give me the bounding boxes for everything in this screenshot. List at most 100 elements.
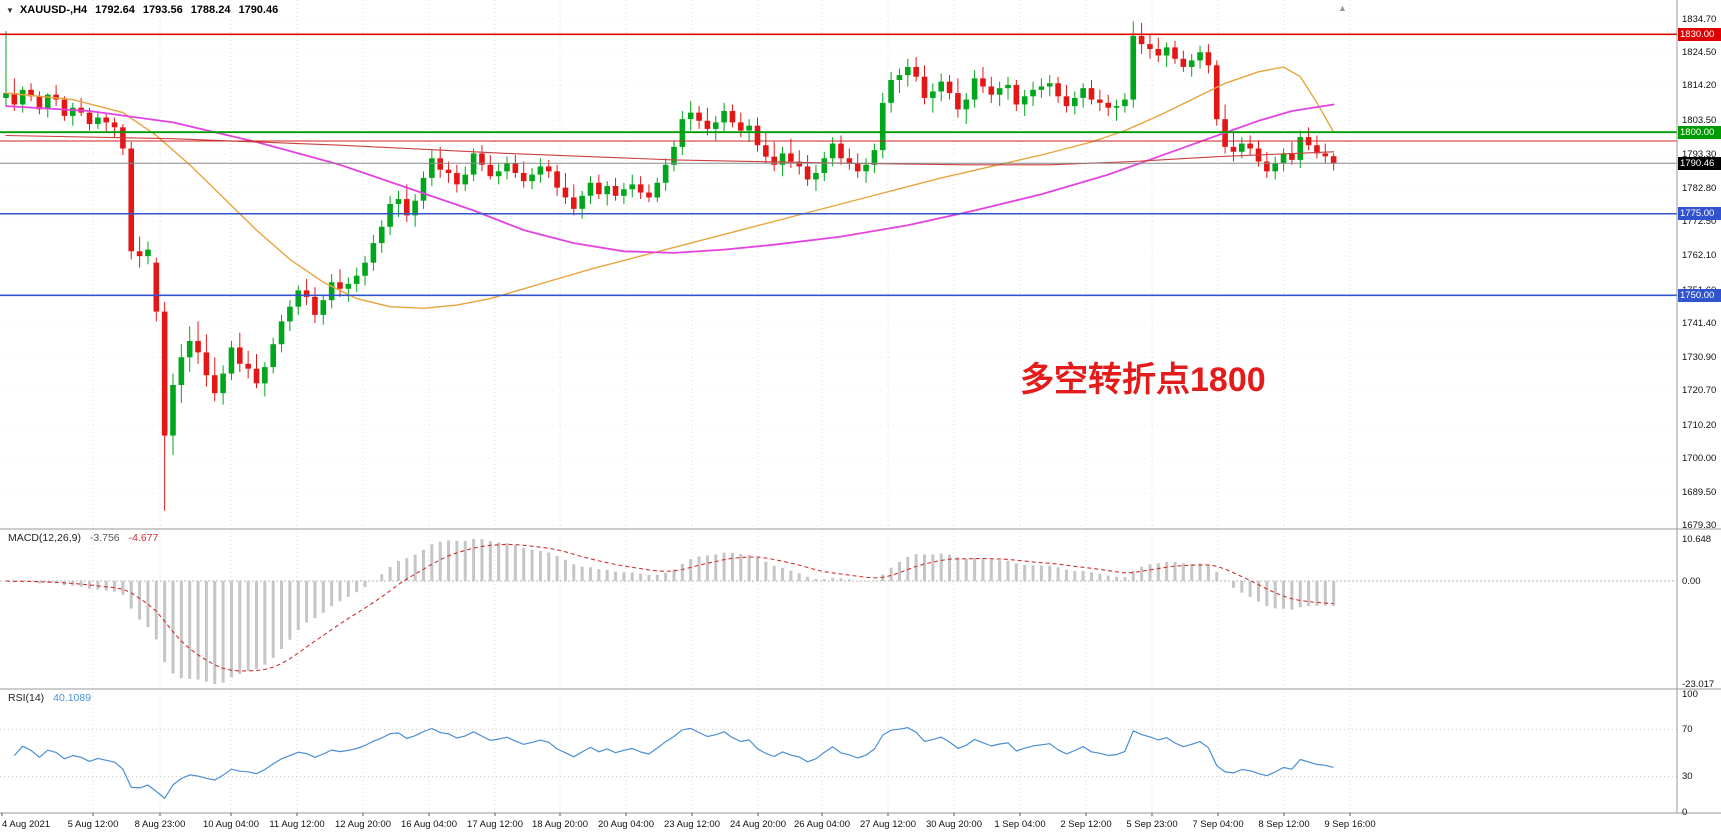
candle-body xyxy=(1205,52,1212,66)
candle-body xyxy=(370,243,377,263)
macd-histogram-bar xyxy=(1006,560,1010,581)
macd-histogram-bar xyxy=(1257,581,1260,602)
macd-histogram-bar xyxy=(1315,581,1319,606)
macd-histogram-bar xyxy=(1165,561,1169,581)
macd-histogram-bar xyxy=(363,581,367,587)
macd-histogram-bar xyxy=(1290,581,1294,610)
macd-histogram-bar xyxy=(154,581,158,640)
candle-body xyxy=(504,163,510,172)
macd-histogram-bar xyxy=(1073,570,1077,581)
candle-body xyxy=(1138,35,1145,45)
macd-histogram-bar xyxy=(747,554,751,581)
macd-histogram-bar xyxy=(37,581,41,584)
candle-body xyxy=(721,110,727,123)
macd-histogram-bar xyxy=(605,569,609,581)
candle-body xyxy=(946,81,953,94)
macd-histogram-bar xyxy=(923,554,926,581)
candle-body xyxy=(571,197,577,209)
macd-signal-line xyxy=(5,543,1334,672)
macd-histogram-bar xyxy=(1307,581,1311,607)
macd-histogram-bar xyxy=(806,576,810,581)
candle-body xyxy=(270,344,276,368)
candle-body xyxy=(295,290,302,307)
candle-body xyxy=(262,367,268,384)
macd-histogram-bar xyxy=(563,559,567,581)
time-axis-label: 16 Aug 04:00 xyxy=(401,819,457,830)
macd-histogram-bar xyxy=(455,540,459,581)
macd-histogram-bar xyxy=(847,579,851,581)
candle-body xyxy=(788,153,794,162)
candle-body xyxy=(671,146,677,165)
candle-body xyxy=(228,347,235,374)
candle-body xyxy=(579,195,585,209)
candle-body xyxy=(746,125,752,131)
macd-histogram-bar xyxy=(939,553,943,581)
rsi-scale-label: 0 xyxy=(1682,806,1688,818)
price-tick-label: 1814.20 xyxy=(1682,80,1717,92)
candle-body xyxy=(1013,84,1020,105)
candle-body xyxy=(195,340,201,353)
price-tick-label: 1730.90 xyxy=(1682,352,1717,364)
candle-body xyxy=(437,158,443,170)
candle-body xyxy=(3,93,9,98)
macd-histogram-bar xyxy=(396,560,400,581)
candle-body xyxy=(303,290,310,297)
macd-histogram-bar xyxy=(380,574,384,581)
macd-histogram-bar xyxy=(931,554,935,581)
candle-body xyxy=(203,352,210,376)
candle-body xyxy=(70,107,76,116)
macd-histogram-bar xyxy=(438,541,442,581)
macd-histogram-bar xyxy=(213,581,217,684)
candle-body xyxy=(821,158,828,173)
macd-histogram-bar xyxy=(196,581,200,680)
chart-shift-icon[interactable]: ▲ xyxy=(1338,3,1347,13)
macd-histogram-bar xyxy=(914,554,918,581)
macd-histogram-bar xyxy=(1031,565,1035,581)
macd-histogram-bar xyxy=(897,561,901,581)
candle-body xyxy=(1038,86,1045,90)
candle-body xyxy=(378,226,385,244)
chart-menu-icon[interactable]: ▼ xyxy=(6,5,14,15)
macd-histogram-bar xyxy=(714,554,718,581)
macd-scale-label: -23.017 xyxy=(1682,678,1715,690)
macd-histogram-bar xyxy=(1148,564,1152,581)
price-tick-label: 1710.20 xyxy=(1682,419,1717,431)
candle-body xyxy=(712,122,719,129)
macd-histogram-bar xyxy=(1081,570,1085,581)
price-tick-label: 1689.50 xyxy=(1682,487,1717,499)
candle-body xyxy=(704,120,711,129)
macd-histogram-bar xyxy=(313,581,317,619)
candle-body xyxy=(36,96,43,110)
macd-histogram-bar xyxy=(405,558,409,581)
candle-body xyxy=(562,187,569,198)
macd-histogram-bar xyxy=(388,566,392,581)
macd-histogram-bar xyxy=(689,559,693,581)
candle-body xyxy=(445,169,452,173)
price-tick-label: 1824.50 xyxy=(1682,46,1717,58)
macd-histogram-bar xyxy=(88,581,91,589)
candle-body xyxy=(337,282,343,289)
macd-histogram-bar xyxy=(1098,573,1102,581)
price-tick-label: 1762.10 xyxy=(1682,250,1717,262)
price-level-badge: 1750.00 xyxy=(1678,288,1721,302)
candle-body xyxy=(662,164,669,183)
candle-body xyxy=(738,122,744,131)
price-tick-label: 1741.40 xyxy=(1682,317,1717,329)
macd-histogram-bar xyxy=(179,581,183,679)
time-axis-label: 9 Sep 16:00 xyxy=(1324,819,1376,830)
candle-body xyxy=(53,94,59,100)
candle-body xyxy=(429,158,435,178)
candle-body xyxy=(687,112,694,120)
macd-histogram-bar xyxy=(547,552,551,581)
macd-histogram-bar xyxy=(113,581,117,592)
macd-histogram-bar xyxy=(422,549,425,581)
macd-scale-label: 10.648 xyxy=(1682,533,1712,545)
candle-body xyxy=(153,262,160,312)
ma-long-red xyxy=(5,134,1335,166)
macd-histogram-bar xyxy=(630,572,634,581)
macd-histogram-bar xyxy=(221,581,225,683)
candle-body xyxy=(320,300,327,315)
macd-histogram-bar xyxy=(664,572,668,581)
candle-body xyxy=(1122,99,1128,107)
